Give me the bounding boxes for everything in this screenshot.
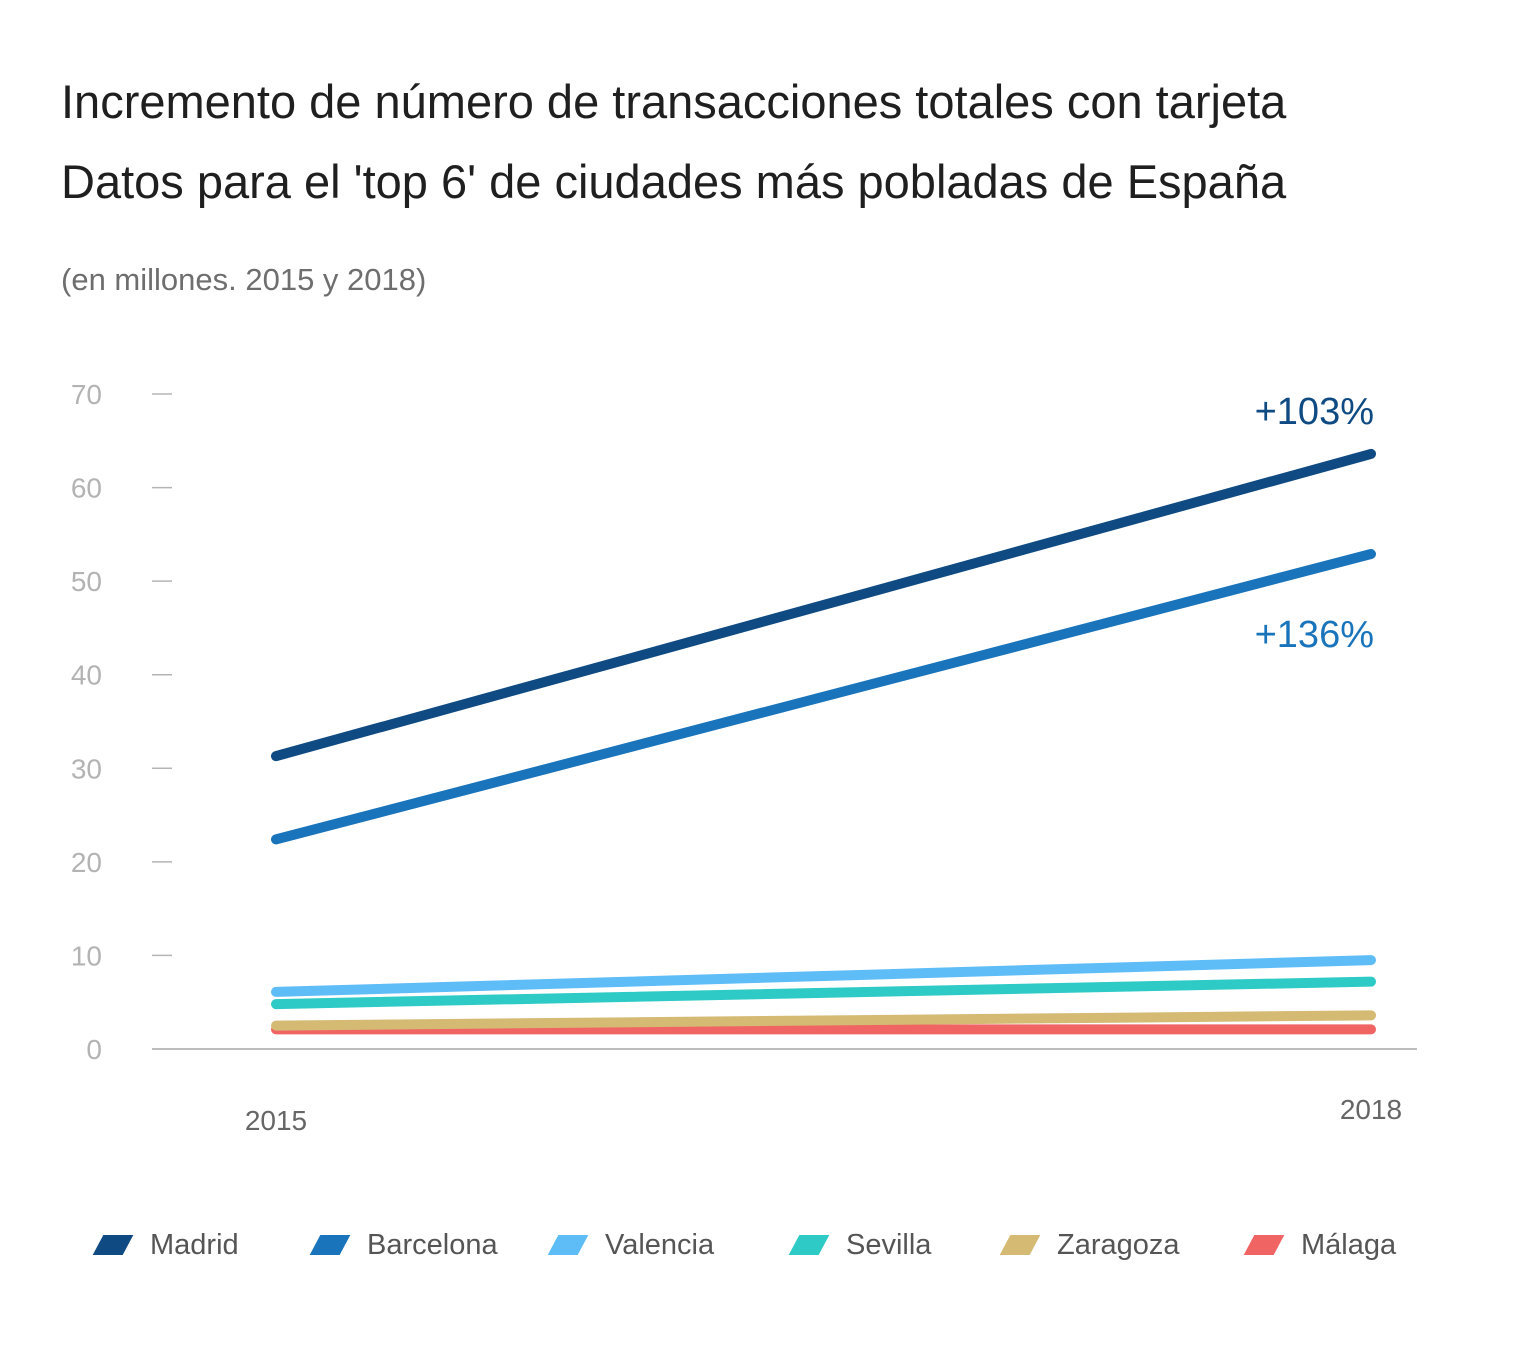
y-tick-label: 0 bbox=[86, 1034, 102, 1065]
series-line-madrid bbox=[271, 448, 1376, 762]
legend-swatch bbox=[547, 1235, 589, 1255]
y-tick-label: 30 bbox=[71, 753, 102, 784]
y-tick-label: 10 bbox=[71, 940, 102, 971]
series-line-sevilla bbox=[271, 976, 1376, 1010]
x-axis: 2015 2018 bbox=[245, 1094, 1402, 1136]
series-lines bbox=[271, 448, 1376, 1035]
x-tick-label: 2018 bbox=[1340, 1094, 1402, 1125]
legend-swatch bbox=[309, 1235, 351, 1255]
legend-label: Valencia bbox=[605, 1228, 715, 1261]
y-axis: 0 10 20 30 40 50 60 70 bbox=[71, 379, 1417, 1065]
legend-swatch bbox=[999, 1235, 1041, 1255]
legend: Madrid Barcelona Valencia Sevilla Zaragoza Má… bbox=[0, 1222, 1521, 1272]
legend-item-sevilla: Sevilla bbox=[788, 1222, 932, 1268]
y-tick-label: 20 bbox=[71, 847, 102, 878]
series-line-valencia bbox=[271, 955, 1376, 997]
legend-swatch bbox=[788, 1235, 830, 1255]
series-line-zaragoza bbox=[271, 1010, 1376, 1031]
title-line-2: Datos para el 'top 6' de ciudades más po… bbox=[61, 155, 1287, 208]
legend-label: Madrid bbox=[150, 1228, 239, 1261]
chart-title: Incremento de número de transacciones to… bbox=[61, 62, 1286, 222]
legend-item-barcelona: Barcelona bbox=[309, 1222, 498, 1268]
legend-item-malaga: Málaga bbox=[1243, 1222, 1397, 1268]
legend-label: Sevilla bbox=[846, 1228, 932, 1261]
annotation-barcelona: +136% bbox=[1255, 614, 1374, 656]
title-line-1: Incremento de número de transacciones to… bbox=[61, 75, 1287, 128]
series-line-barcelona bbox=[271, 549, 1376, 845]
annotation-madrid: +103% bbox=[1255, 391, 1374, 433]
y-tick-label: 70 bbox=[71, 379, 102, 410]
legend-label: Barcelona bbox=[367, 1228, 498, 1261]
legend-label: Zaragoza bbox=[1057, 1228, 1180, 1261]
legend-label: Málaga bbox=[1301, 1228, 1397, 1261]
legend-item-madrid: Madrid bbox=[92, 1222, 239, 1268]
unit-note: (en millones. 2015 y 2018) bbox=[61, 262, 427, 297]
legend-swatch bbox=[1243, 1235, 1285, 1255]
x-tick-label: 2015 bbox=[245, 1105, 307, 1136]
legend-item-zaragoza: Zaragoza bbox=[999, 1222, 1180, 1268]
y-tick-label: 60 bbox=[71, 473, 102, 504]
legend-swatch bbox=[92, 1235, 134, 1255]
legend-item-valencia: Valencia bbox=[547, 1222, 715, 1268]
annotations: +103% +136% bbox=[1255, 391, 1374, 656]
y-tick-label: 40 bbox=[71, 660, 102, 691]
y-tick-label: 50 bbox=[71, 566, 102, 597]
